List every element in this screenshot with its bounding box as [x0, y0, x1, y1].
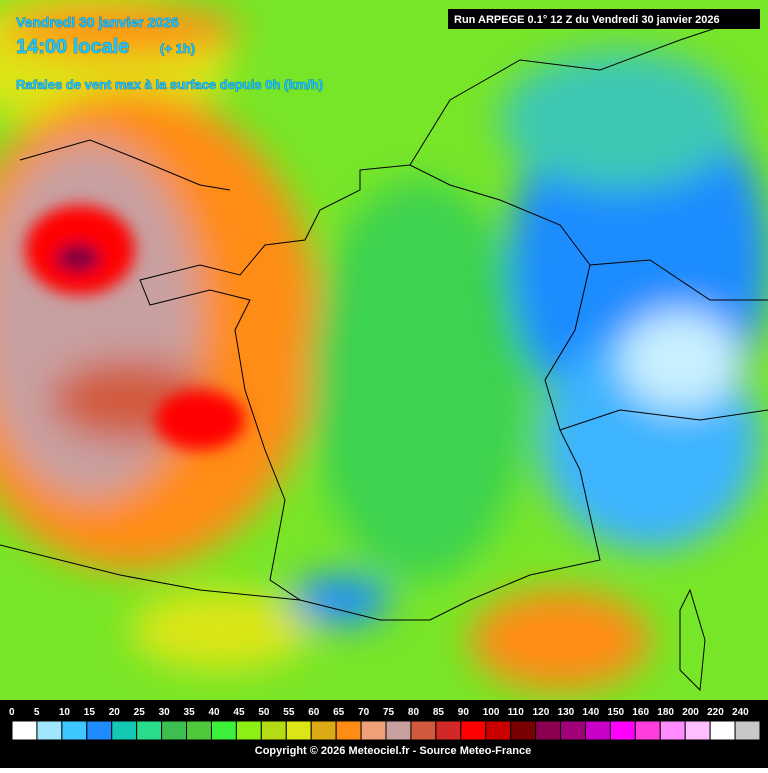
legend-label: 65 [333, 707, 345, 718]
legend-label: 35 [184, 707, 196, 718]
legend-swatch [510, 720, 537, 741]
legend-label: 50 [258, 707, 270, 718]
time-offset: (+ 1h) [160, 41, 195, 56]
legend-swatch [11, 720, 38, 741]
legend-swatch [285, 720, 312, 741]
legend-label: 160 [632, 707, 649, 718]
legend-label: 90 [458, 707, 470, 718]
legend-swatch [61, 720, 88, 741]
parameter: Rafales de vent max à la surface depuis … [16, 77, 323, 92]
legend-label: 180 [657, 707, 674, 718]
copyright: Copyright © 2026 Meteociel.fr - Source M… [255, 745, 531, 757]
legend-label: 75 [383, 707, 395, 718]
legend-label: 140 [582, 707, 599, 718]
legend-label: 110 [508, 707, 525, 718]
legend-swatch [584, 720, 611, 741]
legend-label: 30 [159, 707, 171, 718]
wind-field [0, 0, 768, 700]
legend-swatch [709, 720, 736, 741]
legend-label: 240 [732, 707, 749, 718]
legend-label: 25 [134, 707, 146, 718]
legend-swatch [435, 720, 462, 741]
legend-swatch [535, 720, 562, 741]
legend-swatch [609, 720, 636, 741]
run-banner [448, 9, 760, 29]
legend-label: 80 [408, 707, 420, 718]
legend: 0 5 10 15 20 25 30 35 40 45 50 55 60 65 70 75 80 85 90 100 1… [9, 707, 761, 741]
legend-swatch [161, 720, 188, 741]
date: Vendredi 30 janvier 2026 [16, 14, 179, 30]
legend-swatch [659, 720, 686, 741]
legend-swatch [360, 720, 387, 741]
legend-label: 70 [358, 707, 370, 718]
legend-label: 220 [707, 707, 724, 718]
legend-swatch [335, 720, 362, 741]
legend-swatch [136, 720, 163, 741]
legend-swatch [310, 720, 337, 741]
legend-swatch [460, 720, 487, 741]
legend-label: 10 [59, 707, 71, 718]
legend-swatch [260, 720, 287, 741]
legend-label: 20 [109, 707, 121, 718]
borders [0, 19, 768, 692]
legend-label: 40 [208, 707, 220, 718]
legend-label: 15 [84, 707, 96, 718]
legend-swatch [235, 720, 262, 741]
legend-swatch [186, 720, 212, 741]
legend-label: 45 [233, 707, 245, 718]
legend-swatch [410, 720, 437, 741]
legend-swatch [86, 720, 113, 741]
time: 14:00 locale [16, 36, 129, 58]
legend-label: 130 [558, 707, 575, 718]
legend-swatch [560, 720, 586, 741]
legend-swatch [111, 720, 138, 741]
legend-label: 120 [533, 707, 550, 718]
legend-label: 5 [34, 707, 40, 718]
run-info: Run ARPEGE 0.1° 12 Z du Vendredi 30 janv… [454, 14, 720, 26]
legend-swatch [36, 720, 63, 741]
legend-swatch [385, 720, 412, 741]
legend-label: 85 [433, 707, 445, 718]
legend-swatch [210, 720, 237, 741]
legend-label: 0 [9, 707, 15, 718]
legend-swatch [684, 720, 711, 741]
legend-label: 200 [682, 707, 699, 718]
legend-label: 60 [308, 707, 320, 718]
legend-swatch [734, 720, 761, 741]
legend-swatch [485, 720, 512, 741]
legend-swatch [634, 720, 661, 741]
legend-label: 150 [607, 707, 624, 718]
legend-label: 100 [483, 707, 500, 718]
legend-label: 55 [283, 707, 295, 718]
